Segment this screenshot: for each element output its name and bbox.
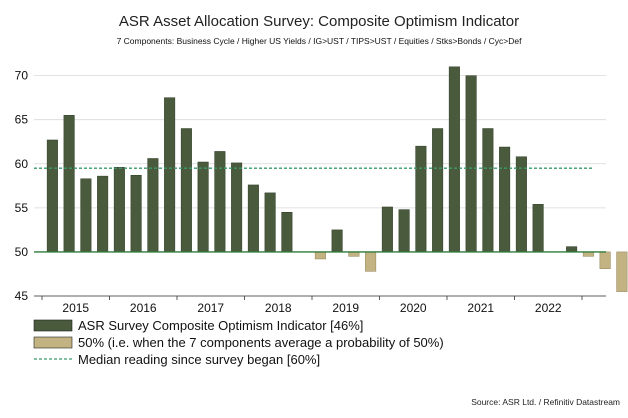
bar-indicator bbox=[448, 66, 460, 253]
bar-indicator bbox=[46, 139, 58, 253]
y-tick-label: 55 bbox=[15, 201, 29, 215]
bar-indicator bbox=[465, 75, 477, 253]
legend: ASR Survey Composite Optimism Indicator … bbox=[33, 318, 444, 367]
x-tick-label: 2019 bbox=[332, 301, 359, 315]
legend-label-median: Median reading since survey began [60%] bbox=[78, 352, 320, 367]
x-tick-label: 2017 bbox=[197, 301, 224, 315]
bar-fifty bbox=[599, 251, 611, 269]
bar-fifty bbox=[616, 251, 628, 292]
bar-indicator bbox=[130, 174, 142, 253]
reference-lines bbox=[34, 167, 606, 253]
bar-indicator bbox=[97, 175, 109, 253]
y-axis: 45 50 55 60 65 70 bbox=[15, 69, 29, 303]
bar-indicator bbox=[197, 161, 209, 253]
bar-indicator bbox=[164, 97, 176, 253]
bar-indicator bbox=[147, 158, 159, 253]
bar-indicator bbox=[247, 184, 259, 253]
chart-title: ASR Asset Allocation Survey: Composite O… bbox=[119, 13, 519, 30]
bar-fifty bbox=[314, 251, 326, 260]
bar-indicator bbox=[281, 212, 293, 253]
legend-label-indicator: ASR Survey Composite Optimism Indicator … bbox=[78, 318, 363, 333]
bar-indicator bbox=[381, 206, 393, 253]
y-tick-label: 50 bbox=[15, 245, 29, 259]
bar-indicator bbox=[80, 178, 92, 253]
bar-indicator bbox=[499, 146, 511, 253]
source-note: Source: ASR Ltd. / Refinitiv Datastream bbox=[471, 397, 620, 407]
x-tick-label: 2016 bbox=[130, 301, 157, 315]
bar-indicator bbox=[398, 209, 410, 253]
x-tick-label: 2022 bbox=[535, 301, 562, 315]
y-tick-label: 60 bbox=[15, 157, 29, 171]
y-tick-label: 45 bbox=[15, 289, 29, 303]
x-tick-label: 2018 bbox=[265, 301, 292, 315]
y-tick-label: 65 bbox=[15, 113, 29, 127]
x-axis: 2015 2016 2017 2018 2019 2020 2021 2022 bbox=[34, 295, 606, 315]
bar-indicator bbox=[180, 128, 192, 253]
bar-fifty bbox=[365, 251, 377, 272]
bar-indicator bbox=[482, 128, 494, 253]
bar-indicator bbox=[432, 128, 444, 253]
x-tick-label: 2015 bbox=[62, 301, 89, 315]
legend-label-fifty: 50% (i.e. when the 7 components average … bbox=[78, 335, 444, 350]
x-tick-label: 2021 bbox=[467, 301, 494, 315]
bar-indicator bbox=[231, 162, 243, 253]
bar-indicator bbox=[415, 145, 427, 253]
bars bbox=[46, 66, 628, 292]
bar-indicator bbox=[532, 204, 544, 253]
bar-indicator bbox=[515, 156, 527, 253]
bar-indicator bbox=[566, 246, 578, 253]
bar-indicator bbox=[331, 229, 343, 253]
legend-swatch-fifty bbox=[33, 336, 73, 349]
chart-subtitle: 7 Components: Business Cycle / Higher US… bbox=[117, 36, 523, 46]
bar-indicator bbox=[264, 192, 276, 253]
x-tick-label: 2020 bbox=[400, 301, 427, 315]
bar-indicator bbox=[113, 167, 125, 253]
bar-indicator bbox=[214, 151, 226, 253]
bar-indicator bbox=[63, 115, 75, 253]
y-tick-label: 70 bbox=[15, 69, 29, 83]
legend-swatch-indicator bbox=[33, 319, 73, 332]
